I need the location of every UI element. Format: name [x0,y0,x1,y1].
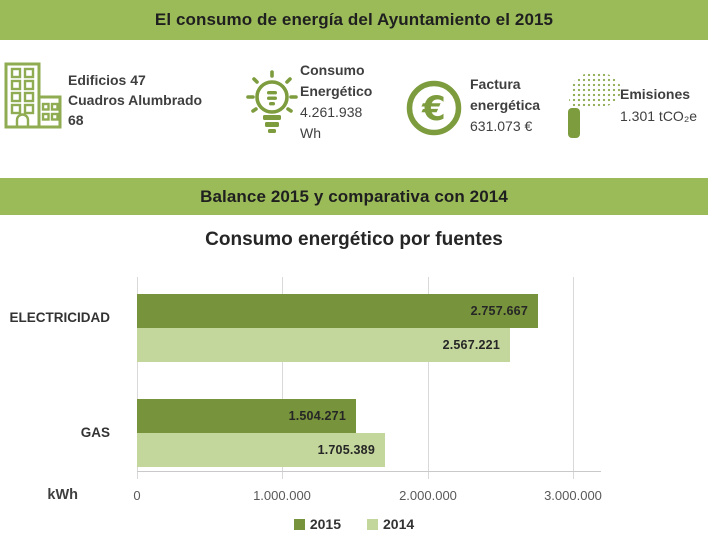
category-label-electricidad: ELECTRICIDAD [9,310,111,325]
top-banner-title: El consumo de energía del Ayuntamiento e… [154,10,554,29]
x-tick-0: 0 [133,488,141,503]
chart-legend: 2015 2014 [0,516,708,532]
bar-gas-2014: 1.705.389 [137,433,385,467]
x-axis-line [137,471,601,472]
stat-factura-line1: Factura [470,76,521,92]
bar-electricidad-2015: 2.757.667 [137,294,538,328]
stat-consumo-line2: Energético [300,83,373,99]
x-tick-3m: 3.000.000 [544,488,602,503]
section-banner-title: Balance 2015 y comparativa con 2014 [200,186,508,206]
x-tick-2m: 2.000.000 [399,488,457,503]
stat-factura-line2: energética [470,97,541,113]
section-banner: Balance 2015 y comparativa con 2014 [0,178,708,215]
stat-consumo-unit: Wh [300,125,321,141]
stat-emisiones-line1: Emisiones [620,86,691,102]
stat-factura-value: 631.073 € [470,118,533,134]
legend-swatch-2014 [367,518,378,530]
legend-item-2015: 2015 [293,516,341,532]
bar-label: 1.504.271 [288,409,346,423]
stat-buildings-line3: 68 [68,112,84,128]
svg-text:€: € [421,89,446,129]
category-label-gas: GAS [80,425,110,440]
top-banner: El consumo de energía del Ayuntamiento e… [0,0,708,40]
gridline-0 [137,277,138,479]
lightbulb-icon [246,70,298,133]
stat-consumo-line1: Consumo [300,62,365,78]
bar-label: 2.567.221 [442,338,500,352]
stat-buildings: Edificios 47 Cuadros Alumbrado 68 [68,70,202,130]
x-axis-unit-label: kWh [47,487,78,503]
stat-buildings-line1: Edificios 47 [68,72,146,88]
bar-label: 2.757.667 [470,304,528,318]
stat-emisiones: Emisiones 1.301 tCO₂e [620,83,697,127]
stat-consumo-value: 4.261.938 [300,104,363,120]
gridline-2m [428,277,429,479]
chart-title: Consumo energético por fuentes [205,229,503,250]
buildings-icon [4,62,62,129]
stat-factura: Factura energética 631.073 € [470,74,540,137]
gridline-3m [573,277,574,479]
stat-buildings-line2: Cuadros Alumbrado [68,92,203,108]
legend-label-2014: 2014 [383,516,415,532]
legend-label-2015: 2015 [309,516,341,532]
legend-swatch-2015 [293,518,305,530]
euro-coin-icon: € [406,80,462,136]
bar-electricidad-2014: 2.567.221 [137,328,510,362]
chimney-emissions-icon [568,72,621,138]
bar-gas-2015: 1.504.271 [137,399,356,433]
legend-item-2014: 2014 [367,516,414,532]
stat-emisiones-value: 1.301 tCO₂e [620,108,698,124]
x-tick-1m: 1.000.000 [253,488,311,503]
bar-label: 1.705.389 [317,443,375,457]
stat-consumo: Consumo Energético 4.261.938 Wh [300,60,372,144]
gridline-1m [282,277,283,479]
